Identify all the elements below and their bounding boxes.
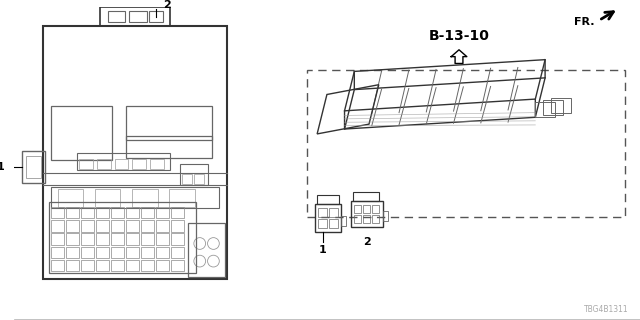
Bar: [363, 205, 370, 213]
Bar: [66, 220, 79, 231]
Bar: [26, 156, 41, 178]
Text: B-13-10: B-13-10: [429, 29, 490, 43]
Text: 2: 2: [363, 237, 371, 247]
Bar: [315, 204, 340, 232]
Bar: [132, 159, 146, 169]
Bar: [66, 234, 79, 244]
Bar: [156, 207, 169, 218]
Text: 1: 1: [319, 245, 327, 255]
Bar: [96, 207, 109, 218]
Bar: [329, 219, 338, 228]
Bar: [81, 234, 94, 244]
Bar: [353, 192, 379, 201]
Bar: [96, 260, 109, 271]
Bar: [66, 260, 79, 271]
Bar: [81, 260, 94, 271]
Bar: [171, 260, 184, 271]
Bar: [149, 11, 163, 22]
Bar: [372, 215, 379, 223]
Bar: [156, 260, 169, 271]
Bar: [141, 207, 154, 218]
Bar: [129, 11, 147, 22]
Bar: [141, 234, 154, 244]
Text: FR.: FR.: [575, 17, 595, 28]
Bar: [141, 247, 154, 258]
Bar: [111, 220, 124, 231]
Bar: [372, 205, 379, 213]
Bar: [126, 260, 139, 271]
Bar: [51, 234, 64, 244]
Bar: [171, 207, 184, 218]
Bar: [171, 234, 184, 244]
Bar: [66, 247, 79, 258]
Bar: [340, 216, 346, 226]
Bar: [58, 189, 83, 207]
Bar: [383, 211, 388, 221]
Bar: [156, 234, 169, 244]
Bar: [96, 234, 109, 244]
Bar: [111, 207, 124, 218]
Bar: [81, 220, 94, 231]
Bar: [51, 107, 112, 160]
Bar: [355, 205, 361, 213]
Bar: [51, 260, 64, 271]
Bar: [126, 106, 212, 140]
Bar: [66, 207, 79, 218]
Bar: [22, 151, 45, 183]
Bar: [180, 164, 207, 185]
Bar: [95, 189, 120, 207]
Bar: [182, 174, 192, 184]
Bar: [51, 207, 64, 218]
Bar: [543, 100, 563, 115]
Bar: [318, 219, 327, 228]
Bar: [115, 159, 128, 169]
Bar: [51, 187, 220, 208]
Bar: [126, 234, 139, 244]
Bar: [111, 234, 124, 244]
Bar: [96, 220, 109, 231]
Bar: [81, 207, 94, 218]
Bar: [126, 220, 139, 231]
Bar: [96, 247, 109, 258]
Bar: [535, 102, 555, 117]
Bar: [171, 247, 184, 258]
Bar: [108, 11, 125, 22]
Bar: [318, 208, 327, 217]
Bar: [363, 215, 370, 223]
Bar: [132, 189, 157, 207]
Bar: [44, 26, 227, 279]
Bar: [126, 136, 212, 157]
Bar: [307, 70, 625, 217]
Bar: [51, 247, 64, 258]
Bar: [156, 220, 169, 231]
Bar: [329, 208, 338, 217]
Bar: [551, 98, 570, 113]
Bar: [317, 195, 339, 204]
Bar: [79, 159, 93, 169]
Bar: [150, 159, 164, 169]
Bar: [141, 220, 154, 231]
Bar: [141, 260, 154, 271]
Bar: [355, 215, 361, 223]
Bar: [97, 159, 111, 169]
Bar: [351, 201, 383, 227]
Text: TBG4B1311: TBG4B1311: [584, 305, 628, 314]
Text: 1: 1: [0, 162, 4, 172]
Text: 2: 2: [164, 0, 172, 10]
Bar: [77, 153, 170, 170]
Bar: [194, 174, 204, 184]
Bar: [188, 223, 225, 277]
Bar: [126, 247, 139, 258]
Bar: [126, 207, 139, 218]
Bar: [51, 220, 64, 231]
Bar: [111, 260, 124, 271]
Bar: [171, 220, 184, 231]
Bar: [100, 7, 170, 26]
Bar: [156, 247, 169, 258]
Bar: [49, 202, 196, 273]
Bar: [111, 247, 124, 258]
Bar: [170, 189, 195, 207]
Bar: [81, 247, 94, 258]
